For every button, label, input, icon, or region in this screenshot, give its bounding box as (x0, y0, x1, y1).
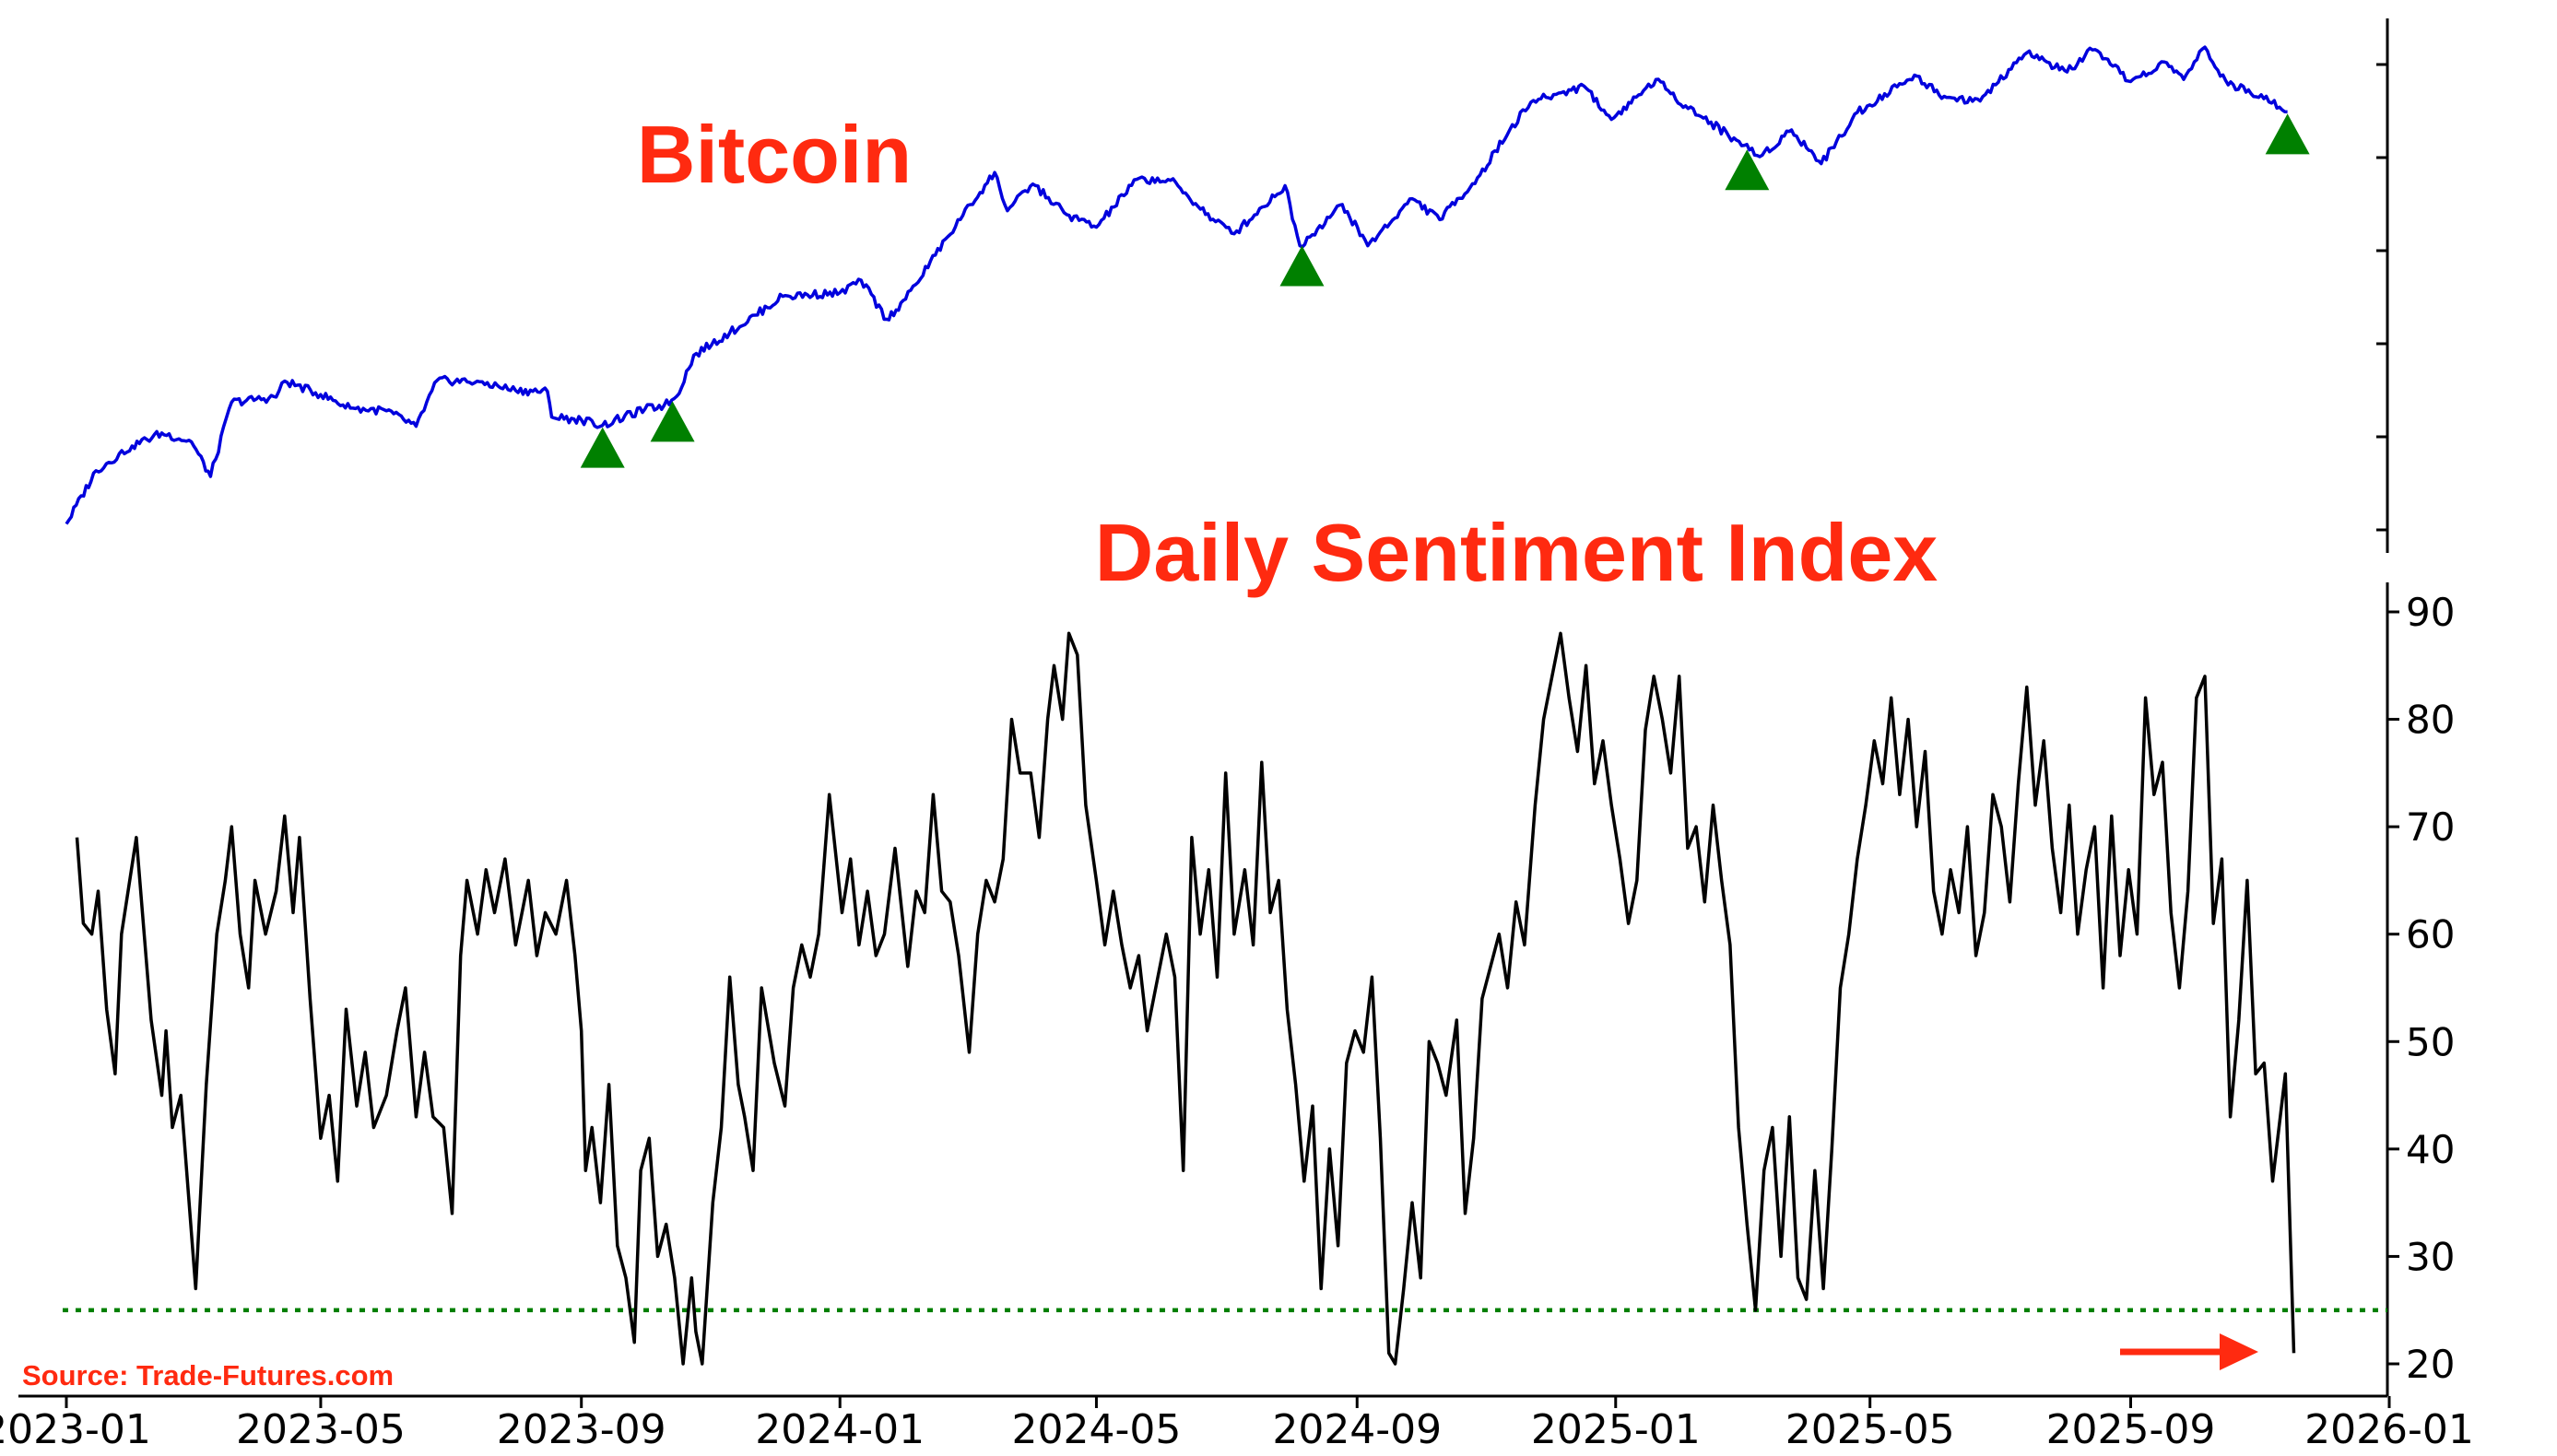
sentiment-line (75, 631, 2296, 1366)
dsi-tick-label: 50 (2406, 1019, 2455, 1064)
x-tick-label: 2023-09 (497, 1406, 666, 1453)
sentiment-title: Daily Sentiment Index (1095, 507, 1938, 598)
x-tick-label: 2026-01 (2304, 1406, 2474, 1453)
buy-signal-triangle (2265, 113, 2310, 155)
buy-signal-triangle (1725, 149, 1770, 191)
x-tick-label: 2023-05 (236, 1406, 406, 1453)
x-tick-label: 2025-01 (1531, 1406, 1701, 1453)
x-tick-label: 2024-09 (1272, 1406, 1442, 1453)
x-tick-label: 2023-01 (0, 1406, 151, 1453)
x-tick-label: 2024-05 (1012, 1406, 1182, 1453)
x-tick-label: 2025-09 (2046, 1406, 2216, 1453)
bitcoin-panel (65, 45, 2387, 532)
buy-signal-triangle (580, 427, 625, 468)
arrow-head (2220, 1333, 2258, 1370)
axes-layer: 2023-01 2023-05 2023-09 2024-01 2024-05 2024-… (0, 18, 2474, 1453)
dsi-tick-label: 70 (2406, 804, 2455, 850)
bitcoin-title: Bitcoin (637, 109, 912, 200)
bitcoin-price-line (65, 45, 2288, 525)
dsi-tick-label: 20 (2406, 1342, 2455, 1387)
x-tick-label: 2024-01 (755, 1406, 925, 1453)
source-label: Source: Trade-Futures.com (22, 1359, 394, 1391)
buy-signal-triangle (1279, 245, 1325, 287)
dsi-tick-label: 40 (2406, 1127, 2455, 1172)
dsi-tick-label: 30 (2406, 1234, 2455, 1279)
dsi-tick-label: 60 (2406, 912, 2455, 957)
buy-signal-triangle (650, 401, 695, 442)
sentiment-panel: 20 30 40 50 60 70 80 90 (63, 590, 2455, 1387)
x-tick-label: 2025-05 (1785, 1406, 1955, 1453)
dsi-tick-label: 90 (2406, 590, 2455, 635)
dsi-tick-label: 80 (2406, 698, 2455, 743)
